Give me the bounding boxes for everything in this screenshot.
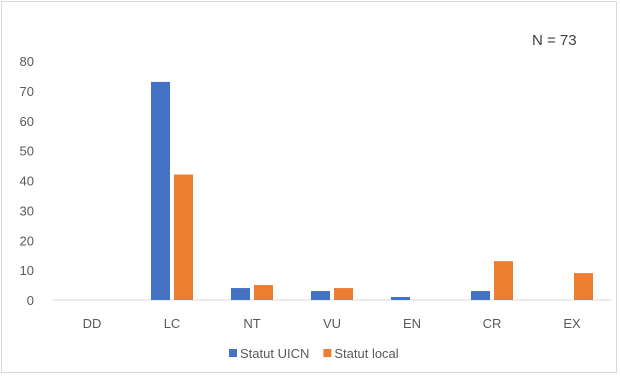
legend-swatch bbox=[229, 349, 237, 357]
bar-statut-uicn-lc bbox=[151, 81, 170, 300]
x-tick-label: EX bbox=[563, 316, 581, 331]
bars bbox=[151, 81, 593, 300]
y-tick-label: 0 bbox=[27, 293, 34, 308]
y-tick-label: 70 bbox=[20, 84, 34, 99]
bar-statut-local-ex bbox=[574, 273, 593, 300]
legend-swatch bbox=[323, 349, 332, 357]
bar-statut-local-vu bbox=[334, 288, 353, 300]
y-tick-label: 40 bbox=[20, 174, 34, 189]
x-axis: DD LC NT VU EN CR EX bbox=[83, 316, 581, 331]
bar-statut-local-cr bbox=[494, 261, 513, 300]
legend-label: Statut UICN bbox=[240, 346, 309, 361]
bar-statut-uicn-en bbox=[391, 297, 410, 300]
bar-statut-uicn-cr bbox=[471, 291, 490, 300]
legend: Statut UICN Statut local bbox=[229, 346, 399, 361]
y-tick-label: 80 bbox=[20, 54, 34, 69]
y-axis: 0 10 20 30 40 50 60 70 80 bbox=[20, 54, 34, 308]
bar-statut-uicn-nt bbox=[231, 288, 250, 300]
x-tick-label: VU bbox=[323, 316, 341, 331]
y-tick-label: 60 bbox=[20, 114, 34, 129]
bar-statut-local-lc bbox=[174, 174, 193, 300]
x-tick-label: LC bbox=[164, 316, 181, 331]
x-tick-label: DD bbox=[83, 316, 102, 331]
y-tick-label: 10 bbox=[20, 263, 34, 278]
bar-statut-local-nt bbox=[254, 285, 273, 300]
y-tick-label: 20 bbox=[20, 233, 34, 248]
y-tick-label: 30 bbox=[20, 203, 34, 218]
legend-label: Statut local bbox=[334, 346, 398, 361]
x-tick-label: CR bbox=[483, 316, 502, 331]
x-tick-label: EN bbox=[403, 316, 421, 331]
y-tick-label: 50 bbox=[20, 144, 34, 159]
x-tick-label: NT bbox=[243, 316, 260, 331]
bar-statut-uicn-vu bbox=[311, 291, 330, 300]
sample-size-annotation: N = 73 bbox=[532, 32, 577, 49]
